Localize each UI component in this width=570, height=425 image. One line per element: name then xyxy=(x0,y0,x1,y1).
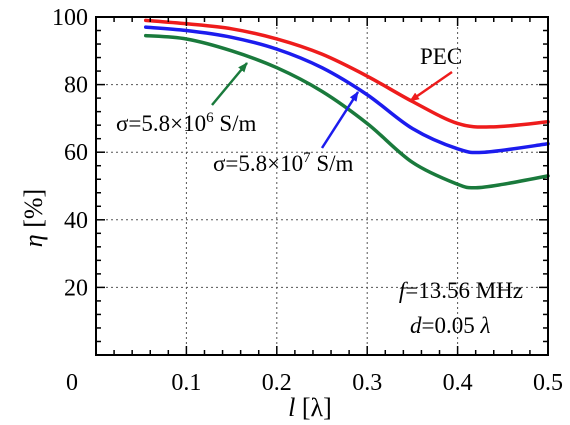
x-tick-labels: 0 0.1 0.2 0.3 0.4 0.5 xyxy=(66,370,563,396)
annotation-distance: d=0.05 λ xyxy=(410,313,490,338)
annotation-pec: PEC xyxy=(420,44,462,69)
annotation-sigma6: σ=5.8×106 S/m xyxy=(116,110,257,136)
arrow-pec xyxy=(409,70,453,103)
arrow-sigma7 xyxy=(320,91,360,149)
x-tick-label: 0.4 xyxy=(443,370,473,396)
x-axis-title: l [λ] xyxy=(288,393,332,422)
y-axis-title: η [%] xyxy=(19,189,48,247)
y-tick-label: 20 xyxy=(64,275,88,301)
series-line-2 xyxy=(143,33,550,190)
y-tick-label: 80 xyxy=(64,73,88,99)
annotation-frequency: f=13.56 MHz xyxy=(399,278,523,303)
annotation-sigma7: σ=5.8×107 S/m xyxy=(213,150,354,176)
y-tick-labels: 20 40 60 80 100 xyxy=(52,5,88,301)
plot-frame xyxy=(95,16,549,356)
y-tick-label: 100 xyxy=(52,5,88,31)
series-line-0 xyxy=(143,18,550,129)
arrow-sigma6 xyxy=(211,62,248,106)
x-tick-label: 0 xyxy=(66,370,78,396)
y-tick-label: 40 xyxy=(64,208,88,234)
x-tick-label: 0.5 xyxy=(533,370,563,396)
series-line-1 xyxy=(143,25,550,155)
series-lines xyxy=(143,18,550,190)
x-tick-label: 0.3 xyxy=(352,370,382,396)
x-tick-label: 0.2 xyxy=(262,370,292,396)
x-tick-label: 0.1 xyxy=(171,370,201,396)
y-tick-label: 60 xyxy=(64,140,88,166)
